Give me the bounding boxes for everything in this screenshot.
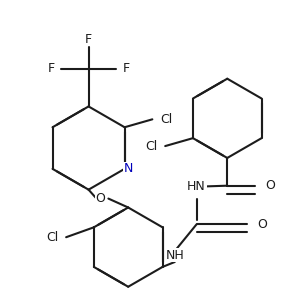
Text: F: F bbox=[85, 33, 92, 45]
Text: F: F bbox=[123, 62, 130, 75]
Text: HN: HN bbox=[187, 180, 206, 193]
Text: N: N bbox=[124, 162, 133, 175]
Text: Cl: Cl bbox=[46, 231, 58, 244]
Text: O: O bbox=[265, 179, 275, 192]
Text: O: O bbox=[96, 192, 105, 205]
Text: NH: NH bbox=[165, 249, 184, 262]
Text: O: O bbox=[257, 218, 267, 231]
Text: F: F bbox=[47, 62, 55, 75]
Text: Cl: Cl bbox=[160, 113, 173, 126]
Text: Cl: Cl bbox=[145, 140, 157, 153]
